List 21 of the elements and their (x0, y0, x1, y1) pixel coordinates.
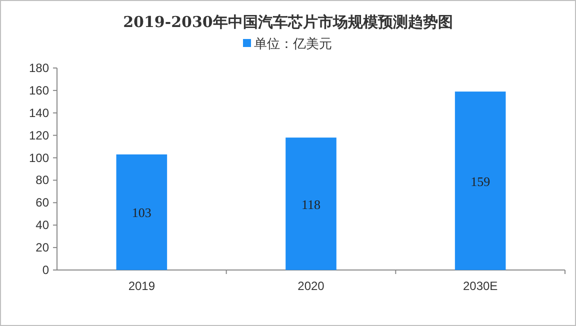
y-tick-label: 100 (28, 150, 50, 165)
data-label: 103 (132, 205, 152, 220)
legend-label: 单位：亿美元 (254, 36, 332, 51)
x-tick-label: 2019 (128, 279, 156, 293)
y-tick-label: 160 (28, 83, 50, 98)
y-tick-label: 0 (42, 263, 50, 277)
data-label: 159 (470, 174, 490, 189)
bar (454, 92, 506, 270)
y-tick-label: 80 (36, 173, 50, 188)
bar (286, 138, 336, 270)
data-label: 118 (301, 196, 321, 212)
y-tick-label: 180 (28, 61, 50, 75)
chart-title: 2019-2030年中国汽车芯片市场规模预测趋势图 (123, 13, 453, 31)
x-tick-label: 2030E (462, 279, 498, 293)
y-tick-label: 60 (36, 196, 50, 210)
y-tick-label: 140 (28, 106, 50, 120)
x-tick-label: 2020 (298, 279, 325, 293)
y-tick-label: 40 (36, 218, 50, 232)
y-tick-label: 120 (28, 128, 50, 142)
y-tick-label: 20 (36, 240, 50, 255)
bar (116, 154, 168, 270)
